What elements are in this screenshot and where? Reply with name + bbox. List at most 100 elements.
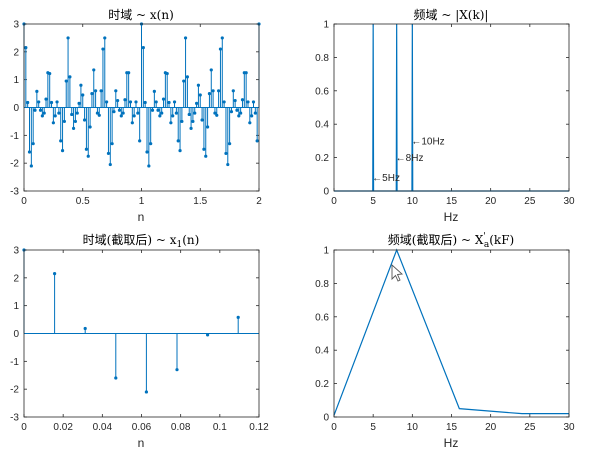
plot-title-tail: (n) xyxy=(182,233,199,247)
x-tick-label: 20 xyxy=(485,196,497,207)
x-tick-label: 0 xyxy=(21,196,27,207)
stem-marker xyxy=(128,100,133,104)
stem-marker xyxy=(149,142,153,146)
stem-marker xyxy=(82,118,87,122)
stem-marker xyxy=(127,71,131,75)
x-tick-label: 15 xyxy=(446,422,458,433)
stem-marker xyxy=(205,333,210,337)
stem-marker xyxy=(250,114,254,118)
stem-marker xyxy=(106,151,111,156)
stem-marker xyxy=(48,71,52,76)
stem-marker xyxy=(180,119,184,124)
stem-marker xyxy=(75,111,79,115)
plot-title: 频域(截取后) ~ X' a(kF) xyxy=(388,232,514,250)
axes-frame xyxy=(333,23,570,192)
stem-marker xyxy=(246,100,250,104)
stem-marker xyxy=(112,110,116,114)
stem-marker xyxy=(165,71,169,76)
y-tick-label: 2 xyxy=(13,47,19,58)
y-tick-label: 0 xyxy=(13,103,19,114)
x-tick-label: 2 xyxy=(256,196,262,207)
stem-marker xyxy=(213,111,217,115)
stem-marker xyxy=(176,139,180,143)
plot-title-subscript: a xyxy=(484,240,490,250)
plot-title-tail: (kF) xyxy=(489,233,514,247)
x-tick-label: 10 xyxy=(407,196,419,207)
stem-marker xyxy=(40,114,44,118)
x-tick-label: 10 xyxy=(407,422,419,433)
stem-marker xyxy=(114,89,118,93)
y-tick-label: 0.8 xyxy=(315,279,329,290)
stem-marker xyxy=(251,100,256,104)
stem-marker xyxy=(81,93,85,97)
annotation-label: ←10Hz xyxy=(411,136,444,147)
x-tick-label: 0 xyxy=(331,196,337,207)
stem-marker xyxy=(83,326,87,331)
stem-marker xyxy=(35,89,39,93)
stem-marker xyxy=(172,100,177,104)
axes-frame xyxy=(23,249,260,418)
stem-marker xyxy=(71,126,76,130)
y-tick-label: 0.4 xyxy=(315,120,329,131)
x-tick-label: 1.5 xyxy=(193,196,207,207)
x-tick-label: 0.1 xyxy=(213,422,227,433)
stem-marker xyxy=(132,114,136,118)
stem-marker xyxy=(70,112,74,117)
stem-marker xyxy=(198,93,202,97)
stem-marker xyxy=(217,89,221,93)
stem-marker xyxy=(178,149,182,153)
stem-marker xyxy=(66,36,70,40)
stem-marker xyxy=(101,47,105,51)
stem-marker xyxy=(73,119,78,124)
x-tick-label: 30 xyxy=(563,196,575,207)
stem-marker xyxy=(224,151,228,156)
y-tick-label: 0.8 xyxy=(315,53,329,64)
y-tick-label: 0.4 xyxy=(315,346,329,357)
stem-marker xyxy=(174,111,178,115)
stem-marker xyxy=(117,108,122,112)
stem-marker xyxy=(147,164,151,168)
stem-marker xyxy=(55,100,59,104)
stem-marker xyxy=(33,108,37,112)
stem-marker xyxy=(116,98,120,103)
stem-marker xyxy=(84,147,89,151)
stem-marker xyxy=(136,111,140,115)
stem-marker xyxy=(95,111,100,115)
stem-marker xyxy=(62,119,66,124)
stem-marker xyxy=(31,142,35,146)
stem-marker xyxy=(52,272,57,276)
plot-title-subscript: 1 xyxy=(177,240,183,250)
x-tick-label: 25 xyxy=(524,196,536,207)
plot-area xyxy=(334,250,569,417)
stem-marker xyxy=(150,108,155,112)
stem-marker xyxy=(240,98,245,102)
stem-marker xyxy=(183,36,188,40)
y-tick-label: 2 xyxy=(13,273,19,284)
series-line xyxy=(333,248,569,416)
stem-marker xyxy=(220,36,224,40)
stem-marker xyxy=(209,68,213,72)
stem-marker xyxy=(226,162,230,167)
stem-marker xyxy=(143,100,147,105)
stem-marker xyxy=(29,164,33,168)
plot-title: 时域 ~ x(n) xyxy=(108,8,174,22)
stem-marker xyxy=(134,100,138,104)
x-axis-label: Hz xyxy=(444,436,459,450)
stem-marker xyxy=(191,119,195,124)
stem-marker xyxy=(231,89,235,93)
stem-marker xyxy=(97,113,101,117)
stem-marker xyxy=(88,125,92,129)
y-tick-label: 1 xyxy=(323,246,329,257)
stem-marker xyxy=(218,47,223,51)
stem-marker xyxy=(68,75,72,79)
y-tick-label: 1 xyxy=(13,75,19,86)
stem-marker xyxy=(237,114,241,118)
stem-marker xyxy=(182,79,186,83)
stem-marker xyxy=(207,91,212,96)
plot-title-superscript: ' xyxy=(483,232,485,242)
plot-truncated-frequency-domain: 频域(截取后) ~ X' a(kF) Hz 0 5 10 15 20 25 30 0 0.2 0.4… xyxy=(315,232,575,450)
stem-marker xyxy=(171,114,175,118)
y-tick-label: 1 xyxy=(13,301,19,312)
y-tick-label: 0 xyxy=(323,187,329,198)
